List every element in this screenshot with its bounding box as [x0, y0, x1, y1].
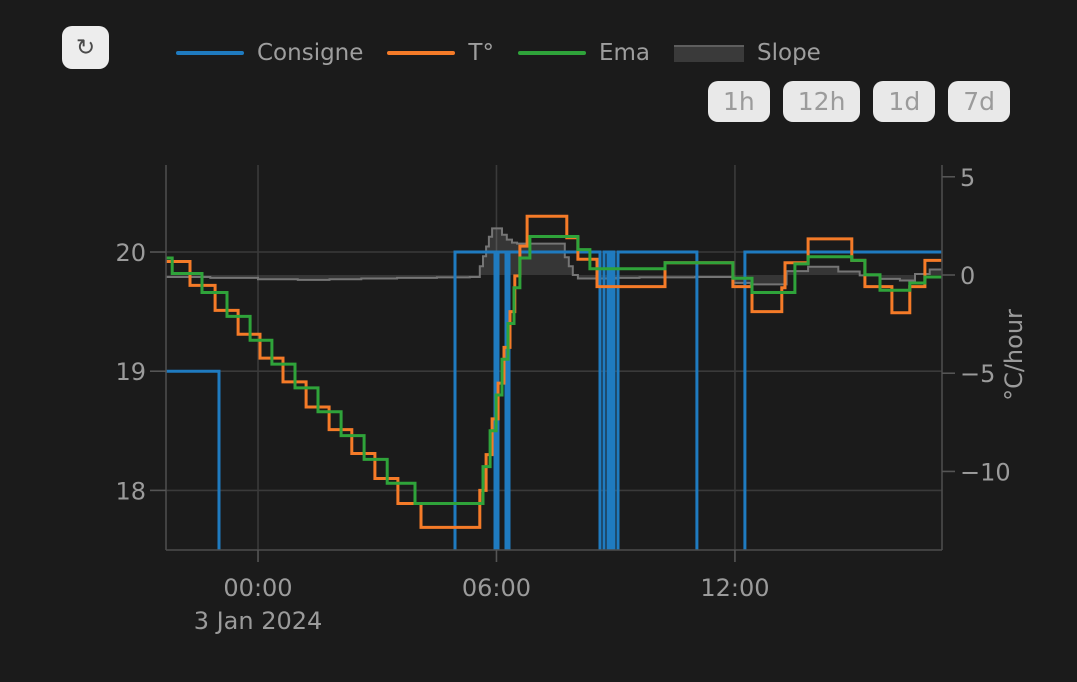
- x-tick-label: 00:00: [223, 574, 292, 602]
- y-right-tick-label: 5: [960, 164, 975, 192]
- range-buttons: 1h 12h 1d 7d: [708, 81, 1010, 122]
- y-left-tick-label: 20: [115, 239, 146, 267]
- slope-area-swatch-icon: [674, 44, 745, 62]
- y-right-axis-title: °C/hour: [1000, 309, 1028, 401]
- legend-item-slope[interactable]: Slope: [674, 40, 821, 66]
- ema-line-swatch-icon: [517, 51, 586, 55]
- legend-label-slope: Slope: [757, 40, 821, 66]
- range-button-7d[interactable]: 7d: [948, 81, 1010, 122]
- range-button-1d[interactable]: 1d: [873, 81, 936, 122]
- y-right-tick-label: −10: [960, 458, 1011, 486]
- series-group: [166, 214, 942, 550]
- x-tick-label: 06:00: [462, 574, 531, 602]
- x-tick-label: 12:00: [700, 574, 769, 602]
- refresh-button[interactable]: ↻: [62, 26, 109, 69]
- legend-item-temperature[interactable]: T°: [387, 40, 494, 66]
- legend-label-ema: Ema: [598, 40, 651, 66]
- series-line-ema: [166, 235, 942, 505]
- refresh-icon: ↻: [75, 34, 96, 60]
- range-button-1h[interactable]: 1h: [708, 81, 770, 122]
- y-left-tick-label: 18: [115, 477, 146, 505]
- legend: Consigne T° Ema Slope: [176, 38, 821, 68]
- plot-area[interactable]: [166, 165, 942, 550]
- series-line-slope: [166, 227, 942, 286]
- legend-label-temperature: T°: [468, 40, 494, 66]
- y-right-tick-label: −5: [960, 360, 995, 388]
- consigne-line-swatch-icon: [176, 51, 244, 55]
- series-line-consigne: [166, 250, 942, 550]
- x-tick-date-label: 3 Jan 2024: [194, 607, 323, 635]
- y-right-tick-label: 0: [960, 262, 975, 290]
- range-button-12h[interactable]: 12h: [782, 81, 861, 122]
- series-line-t: [166, 214, 942, 529]
- axes: 20 19 18 5 0 −5 −10 00:00 3 Jan 2024 06:00 12:00 °C…: [115, 164, 1028, 635]
- slope-area-fill: [166, 228, 942, 285]
- legend-label-consigne: Consigne: [257, 40, 364, 66]
- legend-item-consigne[interactable]: Consigne: [176, 40, 363, 66]
- temperature-line-swatch-icon: [387, 51, 456, 55]
- legend-item-ema[interactable]: Ema: [517, 40, 651, 66]
- y-left-tick-label: 19: [115, 358, 146, 386]
